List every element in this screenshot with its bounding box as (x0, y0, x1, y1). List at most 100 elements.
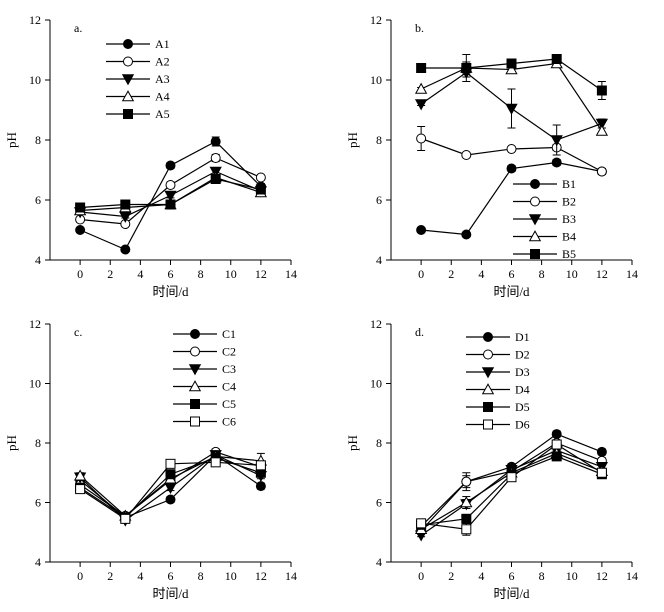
legend-label: B3 (562, 212, 576, 226)
legend-marker (530, 249, 540, 259)
x-tick-label: 10 (566, 569, 578, 583)
series-a5 (75, 174, 266, 213)
data-point-c6 (120, 513, 131, 524)
panel-label: c. (74, 325, 82, 339)
x-tick-label: 2 (107, 569, 113, 583)
data-point-b3 (505, 103, 518, 115)
data-point-a2 (210, 153, 221, 163)
x-axis-title: 时间/d (152, 284, 189, 299)
x-tick-label: 4 (478, 267, 484, 281)
data-point-b4 (414, 82, 428, 94)
y-tick-label: 10 (29, 73, 41, 87)
x-tick-label: 14 (285, 267, 297, 281)
series-c6 (75, 457, 266, 524)
data-point-a5 (165, 199, 176, 210)
data-point-b2 (596, 166, 607, 177)
series-a3 (73, 166, 268, 223)
legend-marker (190, 399, 200, 409)
data-point-b2 (461, 150, 472, 160)
data-point-d5 (551, 451, 562, 462)
data-point-a1 (210, 136, 221, 147)
y-tick-label: 4 (35, 253, 41, 267)
y-axis-title: pH (4, 132, 19, 148)
data-point-c6 (165, 458, 176, 469)
series-d2 (416, 438, 607, 532)
legend-marker (528, 230, 542, 242)
x-tick-label: 8 (539, 267, 545, 281)
legend-entry-a2: A2 (106, 55, 170, 69)
legend-label: D4 (515, 383, 530, 397)
data-point-a2 (165, 180, 176, 190)
y-tick-label: 12 (29, 13, 41, 27)
x-tick-label: 8 (198, 267, 204, 281)
data-point-a2 (255, 172, 266, 183)
x-axis-title: 时间/d (493, 586, 530, 601)
x-tick-label: 12 (255, 267, 267, 281)
panel-d: 4 6 8 10 12 0 2 4 6 8 10 12 14 时间/d pH d. D1 D2 D3 D4 D5 D6 (345, 317, 638, 601)
legend-label: B1 (562, 177, 576, 191)
legend-label: A3 (155, 72, 170, 86)
series-b5 (416, 54, 607, 100)
panel-a: 4 6 8 10 12 0 2 4 6 8 10 12 14 时间/d pH a. A1 A2 A3 A4 A5 (4, 13, 297, 299)
x-axis-title: 时间/d (152, 586, 189, 601)
data-point-d2 (461, 476, 472, 487)
legend-marker (481, 367, 495, 379)
legend-marker (481, 383, 495, 395)
series-b1 (416, 157, 607, 240)
data-point-b2 (506, 144, 517, 154)
y-tick-label: 4 (376, 253, 382, 267)
x-tick-label: 12 (596, 569, 608, 583)
series-b3 (414, 67, 609, 156)
legend-marker (121, 74, 135, 86)
legend-label: D2 (515, 348, 530, 362)
data-point-a1 (165, 160, 176, 171)
data-point-a5 (120, 199, 131, 210)
y-tick-label: 12 (29, 317, 41, 331)
x-tick-label: 14 (285, 569, 297, 583)
legend-entry-c3: C3 (173, 362, 236, 376)
legend-marker (530, 196, 540, 207)
x-tick-label: 0 (77, 267, 83, 281)
panel-label: a. (74, 21, 82, 35)
y-tick-label: 6 (376, 496, 382, 510)
legend-marker (483, 332, 493, 342)
series-a2 (75, 153, 266, 229)
data-point-c1 (165, 494, 176, 505)
data-point-a1 (75, 225, 86, 235)
legend-marker (530, 179, 540, 189)
data-point-c5 (165, 469, 176, 480)
data-point-a5 (210, 174, 221, 184)
legend-label: B4 (562, 230, 576, 244)
x-tick-label: 8 (198, 569, 204, 583)
legend-label: B5 (562, 247, 576, 261)
legend-entry-c4: C4 (173, 380, 236, 394)
data-point-d6 (461, 524, 472, 535)
x-tick-label: 6 (509, 569, 515, 583)
x-tick-label: 10 (225, 569, 237, 583)
legend-label: C6 (222, 415, 236, 429)
x-tick-label: 14 (626, 569, 638, 583)
legend-marker (123, 39, 133, 49)
y-tick-label: 6 (376, 193, 382, 207)
x-tick-label: 10 (225, 267, 237, 281)
y-tick-label: 8 (35, 133, 41, 147)
legend-entry-a3: A3 (106, 72, 170, 86)
data-point-b4 (595, 124, 609, 136)
x-axis-title: 时间/d (493, 284, 530, 299)
legend-marker (123, 109, 133, 119)
x-tick-label: 8 (539, 569, 545, 583)
data-point-a5 (75, 202, 86, 213)
x-tick-label: 4 (478, 569, 484, 583)
data-point-d5 (461, 513, 472, 524)
data-point-d1 (551, 429, 562, 440)
data-point-b5 (551, 54, 562, 64)
legend-marker (528, 214, 542, 226)
legend-entry-b4: B4 (513, 230, 576, 244)
y-axis-title: pH (345, 132, 360, 148)
data-point-b4 (505, 63, 518, 75)
legend-marker (483, 402, 493, 412)
legend-label: A5 (155, 107, 170, 121)
data-point-b2 (416, 133, 427, 144)
legend-marker (190, 329, 200, 339)
data-point-b1 (551, 157, 562, 168)
